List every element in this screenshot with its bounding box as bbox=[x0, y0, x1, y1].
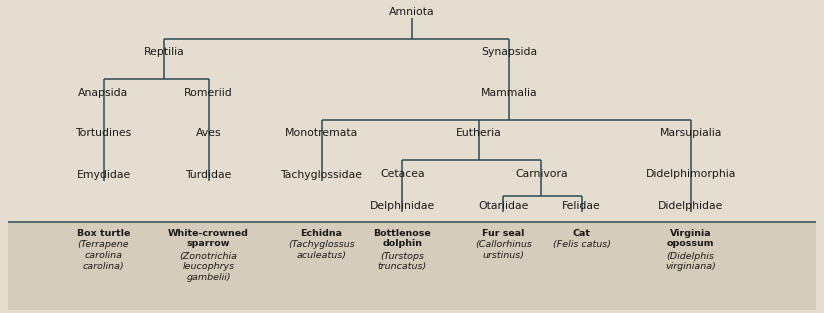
Text: Cetacea: Cetacea bbox=[380, 169, 424, 179]
Text: Aves: Aves bbox=[195, 128, 222, 138]
Text: Echidna: Echidna bbox=[301, 228, 343, 238]
Text: Virginia
opossum: Virginia opossum bbox=[667, 228, 714, 248]
Text: Fur seal: Fur seal bbox=[482, 228, 524, 238]
Text: Didelphidae: Didelphidae bbox=[658, 201, 723, 211]
Text: Cat: Cat bbox=[573, 228, 591, 238]
Text: Synapsida: Synapsida bbox=[481, 48, 537, 57]
Text: Didelphimorphia: Didelphimorphia bbox=[645, 169, 736, 179]
Text: Emydidae: Emydidae bbox=[77, 170, 131, 180]
Text: Carnivora: Carnivora bbox=[515, 169, 568, 179]
Text: Tachyglossidae: Tachyglossidae bbox=[280, 170, 363, 180]
Text: (Turstops
truncatus): (Turstops truncatus) bbox=[377, 252, 427, 271]
Text: Otariidae: Otariidae bbox=[478, 201, 528, 211]
Text: Turdidae: Turdidae bbox=[185, 170, 232, 180]
Text: (Tachyglossus
aculeatus): (Tachyglossus aculeatus) bbox=[288, 240, 355, 260]
Text: Delphinidae: Delphinidae bbox=[370, 201, 435, 211]
Text: (Felis catus): (Felis catus) bbox=[553, 240, 611, 249]
Text: Felidae: Felidae bbox=[562, 201, 601, 211]
Text: Reptilia: Reptilia bbox=[143, 48, 185, 57]
Text: Monotremata: Monotremata bbox=[285, 128, 358, 138]
Text: White-crowned
sparrow: White-crowned sparrow bbox=[168, 228, 249, 248]
Text: Amniota: Amniota bbox=[389, 7, 435, 17]
Text: Tortudines: Tortudines bbox=[76, 128, 132, 138]
Text: (Terrapene
carolina
carolina): (Terrapene carolina carolina) bbox=[77, 240, 129, 271]
Text: Mammalia: Mammalia bbox=[480, 88, 537, 98]
Text: (Callorhinus
urstinus): (Callorhinus urstinus) bbox=[475, 240, 531, 260]
Text: Box turtle: Box turtle bbox=[77, 228, 130, 238]
FancyBboxPatch shape bbox=[8, 223, 816, 310]
Text: Romeriid: Romeriid bbox=[184, 88, 233, 98]
Text: (Didelphis
virginiana): (Didelphis virginiana) bbox=[665, 252, 716, 271]
Text: (Zonotrichia
leucophrys
gambelii): (Zonotrichia leucophrys gambelii) bbox=[180, 252, 237, 282]
Text: Bottlenose
dolphin: Bottlenose dolphin bbox=[373, 228, 431, 248]
Text: Eutheria: Eutheria bbox=[456, 128, 502, 138]
Text: Marsupialia: Marsupialia bbox=[659, 128, 722, 138]
Text: Anapsida: Anapsida bbox=[78, 88, 129, 98]
